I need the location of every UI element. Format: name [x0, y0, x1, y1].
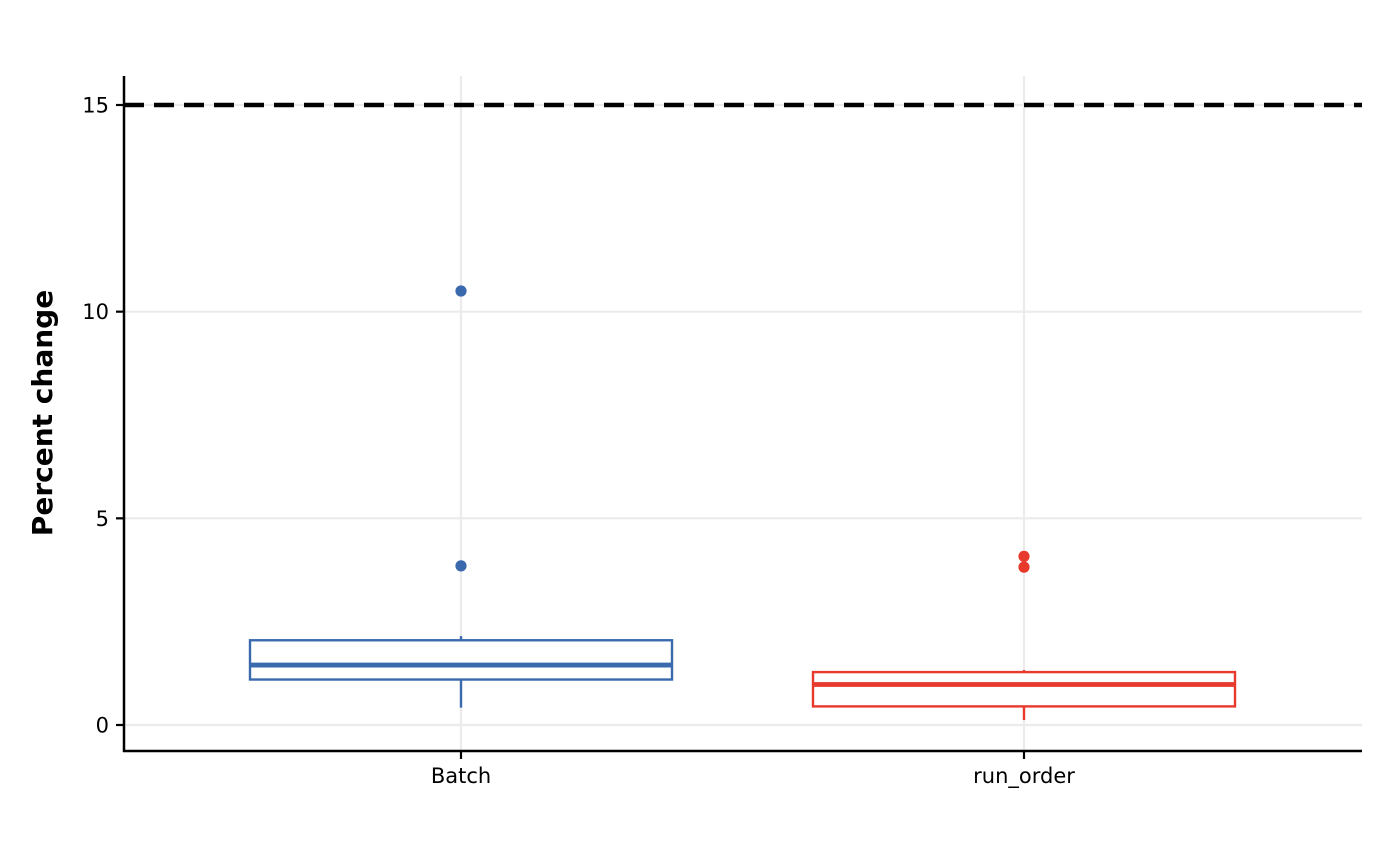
box-Batch	[248, 285, 674, 708]
y-tick-label: 0	[96, 714, 109, 738]
x-tick-label: Batch	[431, 764, 491, 788]
box-run_order	[811, 550, 1237, 721]
y-tick-label: 5	[96, 507, 109, 531]
box-body	[248, 639, 674, 681]
outlier-point	[455, 285, 467, 297]
x-ticks-group: Batch run_order	[431, 751, 1075, 789]
y-tick-label: 15	[82, 94, 109, 118]
x-tick-label: run_order	[973, 764, 1075, 789]
outlier-point	[1018, 550, 1030, 562]
boxes-group	[248, 285, 1237, 721]
axes-group	[122, 76, 1362, 753]
outlier-point	[455, 560, 467, 572]
y-tick-label: 10	[82, 300, 109, 324]
box-body	[811, 670, 1237, 708]
outlier-point	[1018, 561, 1030, 573]
y-ticks-group: 0 5 10 15	[82, 94, 124, 738]
y-axis-title: Percent change	[26, 290, 59, 536]
